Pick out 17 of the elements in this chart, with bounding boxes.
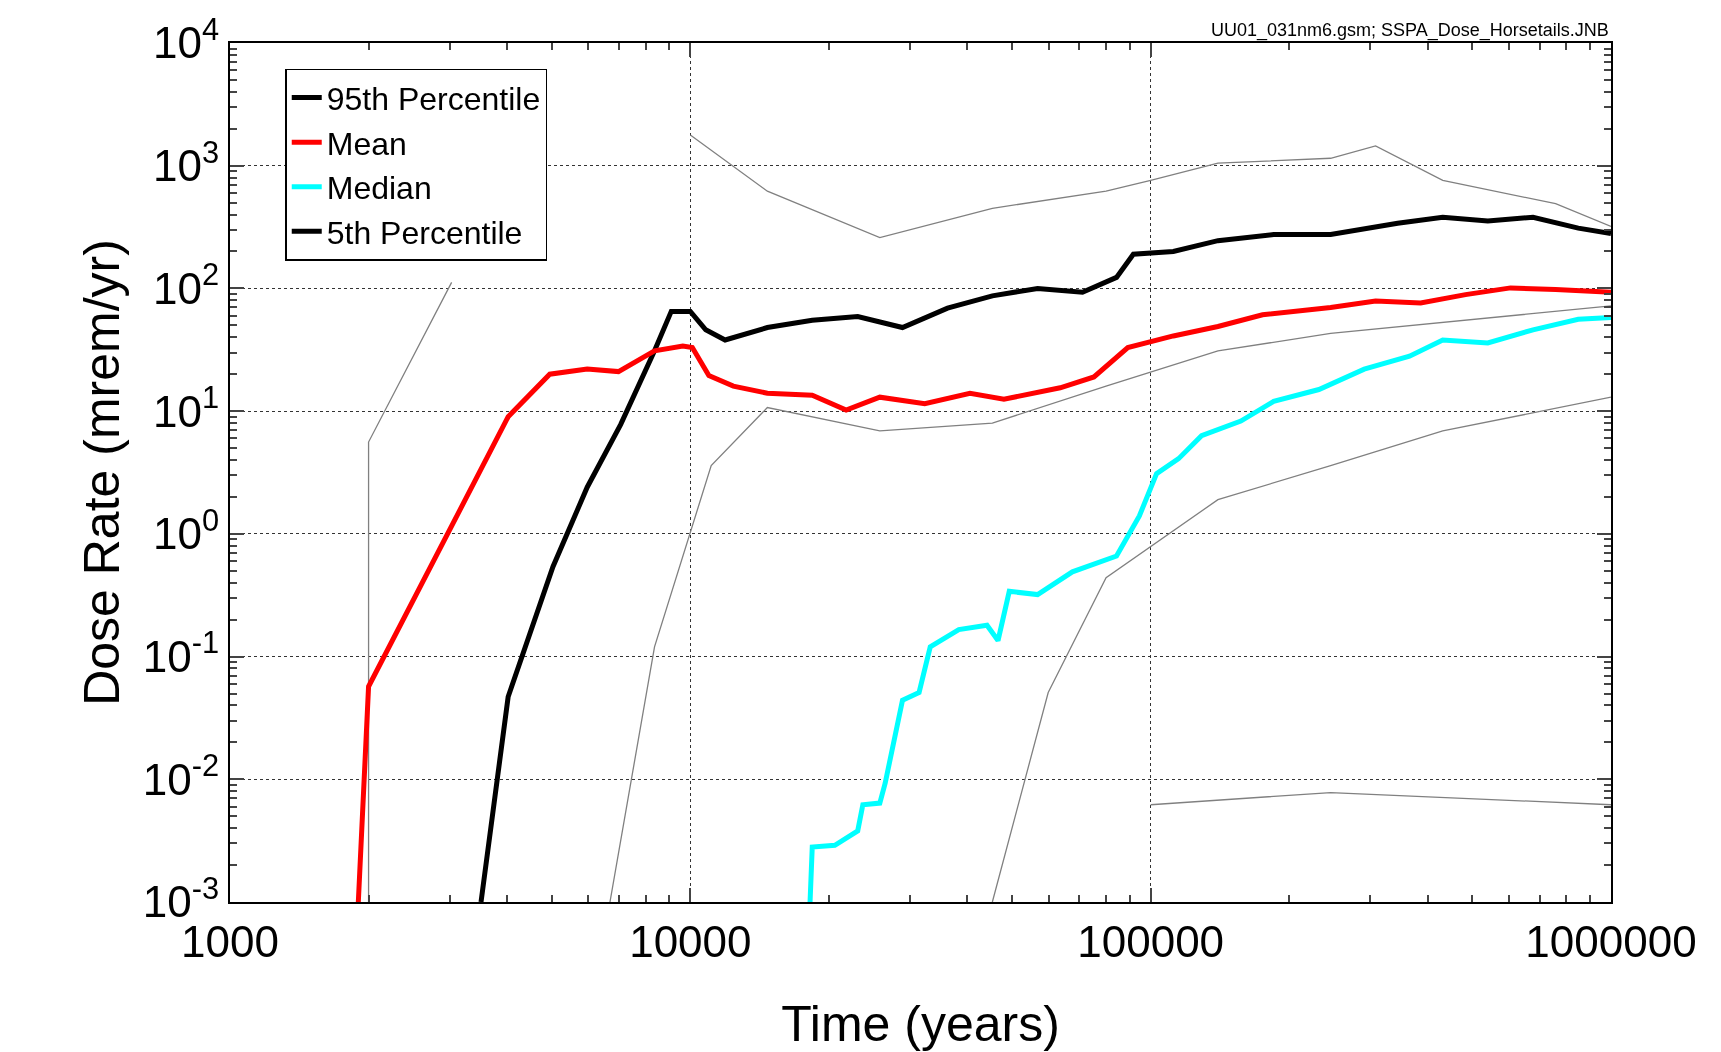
legend-label: Mean <box>326 125 407 162</box>
x-tick-label: 10000 <box>629 916 752 966</box>
y-tick-label: 10$^{3}$ <box>153 134 220 191</box>
y-axis-title: Dose Rate (mrem/yr) <box>74 239 130 706</box>
text: UU01_031nm6.gsm; SSPA_Dose_Horsetails.JNB <box>1211 20 1609 41</box>
y-tick-label: 10$^{2}$ <box>153 257 220 313</box>
x-axis-title: Time (years) <box>781 996 1060 1052</box>
y-tick-label: 10$^{4}$ <box>153 11 220 68</box>
x-tick-label: 1000000 <box>1525 916 1697 966</box>
y-tick-label: 10$^{0}$ <box>153 502 220 559</box>
legend-label: 95th Percentile <box>326 81 541 118</box>
x-tick-label: 100000 <box>1077 916 1225 966</box>
legend-label: 5th Percentile <box>326 214 523 251</box>
y-tick-label: 10$^{1}$ <box>153 380 220 436</box>
legend-label: Median <box>326 170 432 207</box>
y-tick-label: 10$^{-2}$ <box>142 748 220 804</box>
y-tick-label: 10$^{-1}$ <box>142 625 220 681</box>
